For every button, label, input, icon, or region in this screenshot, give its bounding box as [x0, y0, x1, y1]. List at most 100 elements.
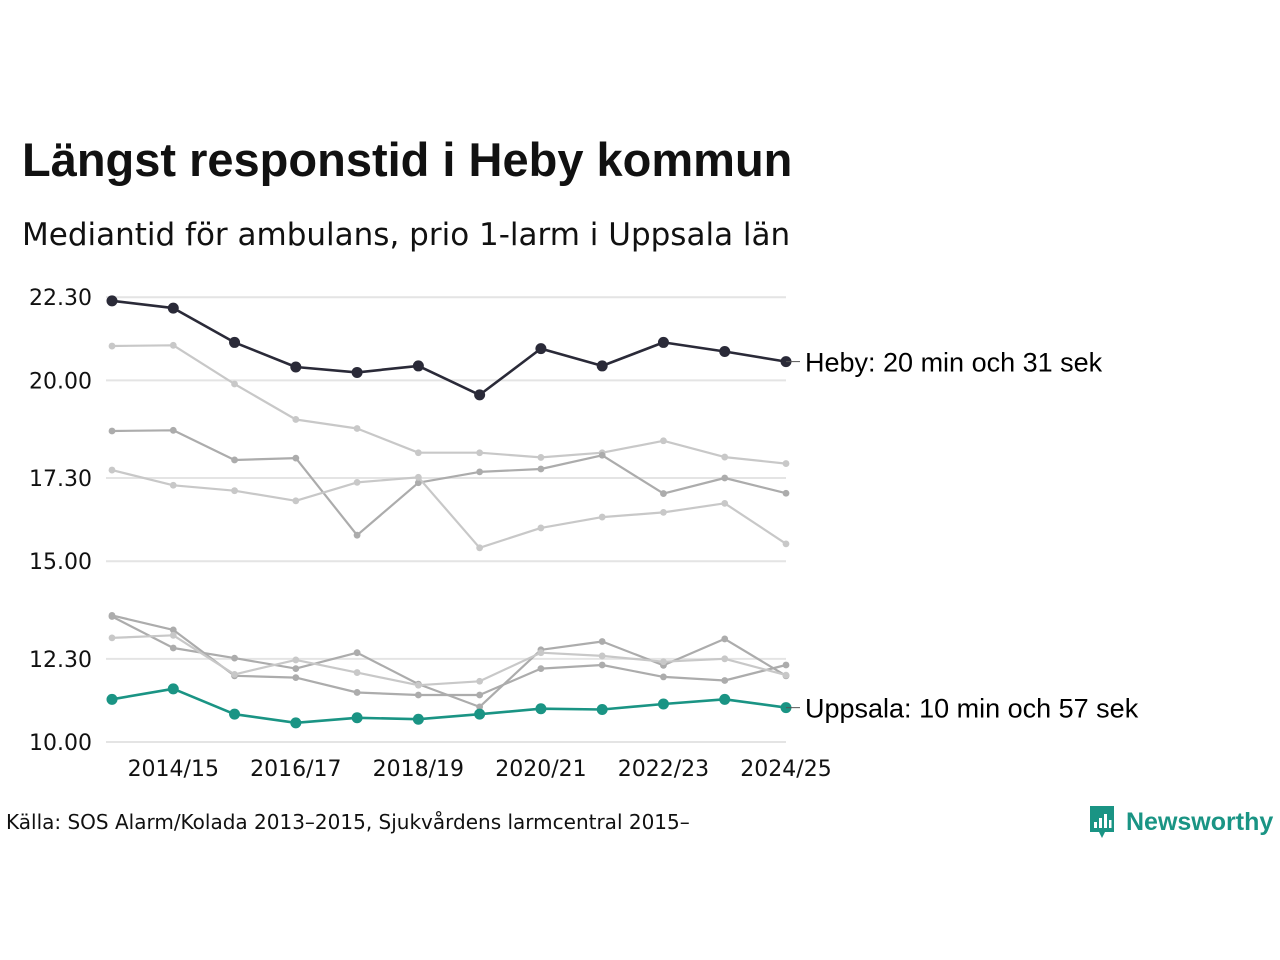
data-point [476, 544, 484, 552]
data-point [721, 474, 729, 482]
data-point [719, 693, 731, 705]
data-point [292, 665, 300, 672]
data-point [353, 689, 361, 696]
data-point [292, 674, 300, 682]
brand-logo: Newsworthy [1088, 804, 1273, 840]
data-point [229, 336, 241, 348]
data-point [782, 540, 790, 548]
data-point [414, 681, 422, 689]
y-tick-label: 12.30 [29, 648, 92, 673]
data-point [108, 466, 116, 474]
x-tick-label: 2022/23 [618, 757, 709, 782]
data-point [657, 698, 669, 710]
data-point [353, 425, 361, 432]
data-point [169, 631, 177, 639]
data-point [231, 487, 238, 495]
data-point [535, 703, 547, 715]
data-point [596, 360, 608, 372]
data-point [537, 665, 545, 672]
y-tick-label: 17.30 [29, 467, 92, 492]
data-point [292, 656, 300, 664]
data-point [476, 691, 484, 699]
data-point [414, 691, 422, 699]
data-point [353, 478, 361, 486]
y-tick-label: 20.00 [29, 369, 92, 394]
data-point [598, 451, 606, 459]
data-point [167, 683, 179, 695]
data-point [106, 693, 118, 705]
data-point [657, 336, 669, 348]
data-point [596, 703, 608, 715]
end-label-uppsala: Uppsala: 10 min och 57 sek [805, 694, 1139, 724]
data-point [721, 635, 729, 643]
y-tick-label: 15.00 [29, 550, 92, 575]
x-tick-label: 2014/15 [128, 757, 219, 782]
data-point [476, 677, 484, 685]
x-tick-label: 2020/21 [495, 757, 586, 782]
data-point [660, 490, 667, 497]
data-point [719, 345, 731, 357]
data-point [169, 626, 177, 634]
data-point [782, 671, 790, 679]
data-point [782, 661, 790, 669]
series-line [111, 634, 787, 687]
data-point [231, 380, 238, 388]
series-end-labels: Heby: 20 min och 31 sek Uppsala: 10 min o… [786, 348, 1139, 724]
data-point [292, 416, 300, 423]
data-point [414, 479, 422, 487]
chart-title: Längst responstid i Heby kommun [22, 133, 793, 186]
series-lines [106, 295, 792, 729]
data-point [106, 295, 118, 307]
data-point [353, 669, 361, 676]
series-line [111, 344, 787, 465]
series-line [111, 469, 787, 549]
y-tick-label: 22.30 [29, 286, 92, 311]
data-point [108, 634, 116, 642]
data-point [782, 489, 790, 497]
end-label-heby: Heby: 20 min och 31 sek [805, 348, 1103, 378]
newsworthy-logo-icon [1090, 806, 1114, 838]
data-point [231, 456, 238, 464]
x-tick-label: 2024/25 [740, 757, 831, 782]
data-point [660, 673, 667, 681]
series-grå-kommun-a [108, 341, 790, 467]
data-point [353, 649, 361, 657]
data-point [169, 341, 177, 349]
data-point [721, 677, 729, 684]
data-point [351, 712, 363, 724]
data-point [414, 473, 422, 481]
series-grå-kommun-b [108, 426, 790, 539]
data-point [231, 654, 238, 662]
data-point [660, 437, 667, 445]
data-point [231, 670, 238, 678]
data-point [598, 638, 606, 645]
data-point [414, 449, 422, 457]
data-point [535, 343, 547, 355]
brand-name: Newsworthy [1126, 807, 1274, 836]
data-point [474, 708, 486, 720]
series-heby [106, 295, 792, 401]
series-line [111, 429, 787, 537]
x-tick-label: 2018/19 [373, 757, 464, 782]
data-point [167, 302, 179, 314]
y-tick-label: 10.00 [29, 731, 92, 756]
data-point [169, 481, 177, 489]
data-point [229, 708, 241, 720]
data-point [353, 531, 361, 539]
series-grå-kommun-f [108, 631, 790, 689]
data-point [476, 468, 484, 476]
series-grå-kommun-e [108, 613, 790, 711]
data-point [660, 508, 667, 516]
data-point [351, 366, 363, 378]
data-point [474, 389, 486, 401]
data-point [412, 713, 424, 725]
data-point [660, 658, 667, 666]
data-point [169, 426, 177, 434]
data-point [476, 449, 484, 457]
data-point [108, 342, 116, 350]
x-tick-label: 2016/17 [250, 757, 341, 782]
data-point [598, 513, 606, 521]
series-line [111, 687, 787, 725]
data-point [292, 497, 300, 505]
